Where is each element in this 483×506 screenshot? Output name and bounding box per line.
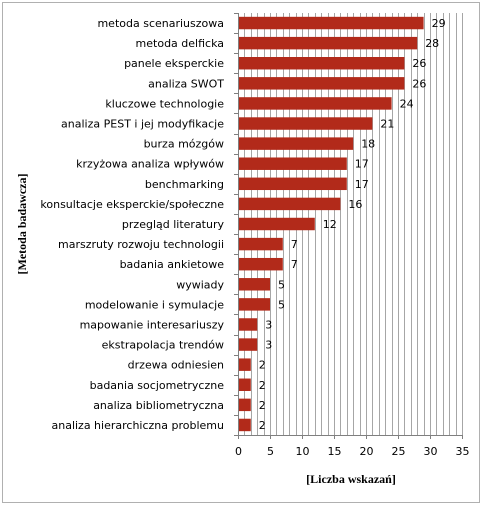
bar — [238, 378, 251, 391]
bar-chart: metoda scenariuszowa 29 metoda delficka 28 p… — [15, 13, 470, 486]
x-tick-label: 20 — [360, 445, 374, 458]
data-label: 29 — [432, 17, 446, 30]
bar — [238, 257, 283, 271]
data-label: 28 — [425, 37, 439, 50]
category-label: marszruty rozwoju technologii — [58, 238, 224, 251]
bar — [238, 137, 354, 150]
y-axis-title: [Metoda badawcza] — [15, 174, 29, 275]
category-label: benchmarking — [145, 178, 224, 191]
bar — [238, 97, 392, 110]
bar — [238, 177, 347, 191]
category-label: badania ankietowe — [120, 258, 225, 271]
data-label: 2 — [259, 359, 266, 372]
data-label: 7 — [291, 258, 298, 271]
x-tick-label: 25 — [392, 445, 406, 458]
data-label: 5 — [278, 298, 285, 311]
bar — [238, 318, 258, 331]
bar — [238, 338, 258, 351]
category-label: metoda delficka — [136, 37, 224, 50]
data-label: 5 — [278, 278, 285, 291]
category-label: kluczowe technologie — [105, 97, 224, 110]
category-label: analiza bibliometryczna — [93, 399, 224, 412]
category-label: konsultacje eksperckie/społeczne — [40, 198, 224, 211]
category-label: krzyżowa analiza wpływów — [76, 158, 224, 171]
category-label: analiza PEST i jej modyfikacje — [61, 118, 224, 131]
x-tick-label: 10 — [296, 445, 310, 458]
data-label: 3 — [265, 339, 272, 352]
bar — [238, 418, 251, 432]
data-label: 26 — [412, 77, 426, 90]
bar — [238, 358, 251, 371]
category-label: modelowanie i symulacje — [85, 298, 224, 311]
bars — [238, 16, 424, 432]
category-label: drzewa odniesien — [128, 359, 224, 372]
chart-frame: metoda scenariuszowa 29 metoda delficka 28 p… — [2, 2, 480, 503]
bar — [238, 77, 405, 90]
data-label: 2 — [259, 419, 266, 432]
category-label: analiza hierarchiczna problemu — [51, 419, 224, 432]
category-label: przegląd literatury — [122, 218, 225, 231]
data-label: 26 — [412, 57, 426, 70]
category-label: badania socjometryczne — [90, 379, 225, 392]
category-label: wywiady — [176, 278, 224, 291]
category-label: metoda scenariuszowa — [97, 17, 224, 30]
x-axis-title: [Liczba wskazań] — [306, 472, 396, 486]
x-tick-label: 30 — [424, 445, 438, 458]
data-label: 18 — [361, 138, 375, 151]
bar — [238, 217, 315, 231]
category-label: ekstrapolacja trendów — [102, 339, 224, 352]
bar — [238, 157, 347, 170]
data-label: 21 — [380, 118, 394, 131]
bar — [238, 57, 405, 70]
data-label: 16 — [348, 198, 362, 211]
bar — [238, 16, 424, 30]
data-label: 2 — [259, 379, 266, 392]
category-label: mapowanie interesariuszy — [80, 318, 225, 331]
x-tick-label: 35 — [456, 445, 470, 458]
bar — [238, 237, 283, 251]
category-label: analiza SWOT — [148, 77, 224, 90]
bar — [238, 278, 270, 291]
category-label: panele eksperckie — [124, 57, 224, 70]
data-label: 12 — [323, 218, 337, 231]
data-label: 3 — [265, 318, 272, 331]
data-label: 7 — [291, 238, 298, 251]
bar — [238, 117, 373, 130]
bar — [238, 398, 251, 412]
bar — [238, 36, 418, 50]
data-label: 2 — [259, 399, 266, 412]
labels: metoda scenariuszowa 29 metoda delficka 28 p… — [40, 17, 469, 458]
bar — [238, 298, 270, 311]
data-label: 17 — [355, 158, 369, 171]
data-label: 24 — [400, 97, 414, 110]
x-tick-label: 15 — [328, 445, 342, 458]
x-tick-label: 0 — [235, 445, 242, 458]
bar — [238, 197, 341, 211]
category-label: burza mózgów — [144, 138, 224, 151]
data-label: 17 — [355, 178, 369, 191]
x-tick-label: 5 — [267, 445, 274, 458]
axes — [234, 13, 463, 439]
